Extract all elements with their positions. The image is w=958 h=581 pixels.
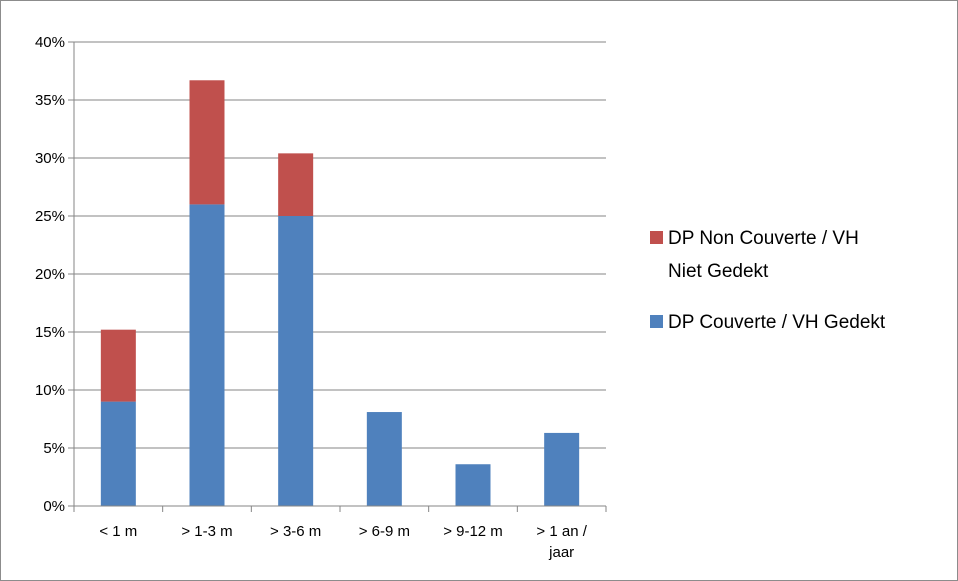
bar-not-covered [100, 329, 136, 402]
x-tick-label: > 3-6 m [270, 523, 321, 540]
y-tick-label: 15% [35, 324, 65, 341]
bar-covered [366, 412, 402, 506]
axes: 0% 5% 10% 15% 20% 25% 30% 35% 40% < 1 m > 1-3 m > 3… [35, 34, 607, 561]
bar-covered [100, 401, 136, 506]
bar-covered [278, 216, 314, 506]
legend-swatch [650, 315, 663, 328]
bar-covered [455, 464, 491, 506]
legend-label: DP Non Couverte / VH [668, 228, 859, 249]
y-tick-label: 10% [35, 382, 65, 399]
y-tick-label: 40% [35, 34, 65, 51]
x-tick-label: < 1 m [99, 523, 137, 540]
y-tick-label: 20% [35, 266, 65, 283]
bar-not-covered [189, 80, 225, 205]
bar-not-covered [278, 153, 314, 216]
y-tick-label: 30% [35, 150, 65, 167]
y-tick-label: 25% [35, 208, 65, 225]
legend-label: DP Couverte / VH Gedekt [668, 312, 886, 333]
x-tick-label: > 1-3 m [181, 523, 232, 540]
legend: DP Non Couverte / VH Niet Gedekt DP Couver… [650, 228, 886, 333]
y-tick-label: 0% [43, 498, 65, 515]
bar-covered [189, 204, 225, 506]
y-tick-label: 5% [43, 440, 65, 457]
x-tick-label: > 6-9 m [359, 523, 410, 540]
y-tick-label: 35% [35, 92, 65, 109]
legend-label: Niet Gedekt [668, 261, 769, 282]
bars [100, 80, 580, 506]
gridlines [74, 41, 606, 449]
x-tick-label: jaar [548, 544, 574, 561]
bar-covered [544, 432, 580, 506]
x-tick-label: > 9-12 m [443, 523, 503, 540]
x-tick-label: > 1 an / [536, 523, 587, 540]
legend-swatch [650, 231, 663, 244]
